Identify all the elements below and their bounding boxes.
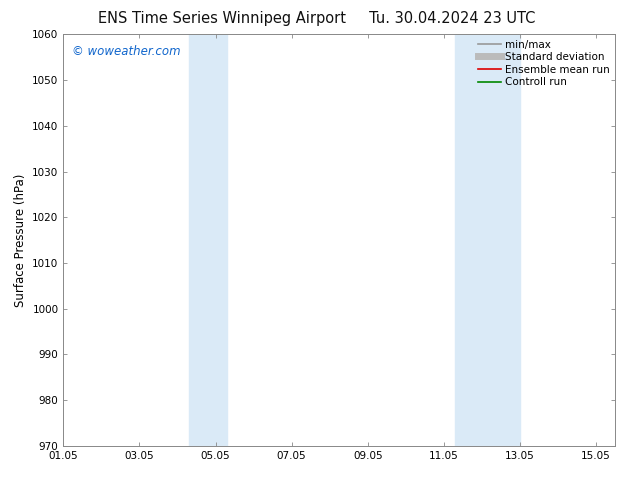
Y-axis label: Surface Pressure (hPa): Surface Pressure (hPa): [14, 173, 27, 307]
Bar: [455, 34, 520, 446]
Text: © woweather.com: © woweather.com: [72, 45, 180, 58]
Legend: min/max, Standard deviation, Ensemble mean run, Controll run: min/max, Standard deviation, Ensemble me…: [476, 37, 612, 89]
Text: ENS Time Series Winnipeg Airport     Tu. 30.04.2024 23 UTC: ENS Time Series Winnipeg Airport Tu. 30.…: [98, 11, 536, 26]
Bar: [189, 34, 227, 446]
